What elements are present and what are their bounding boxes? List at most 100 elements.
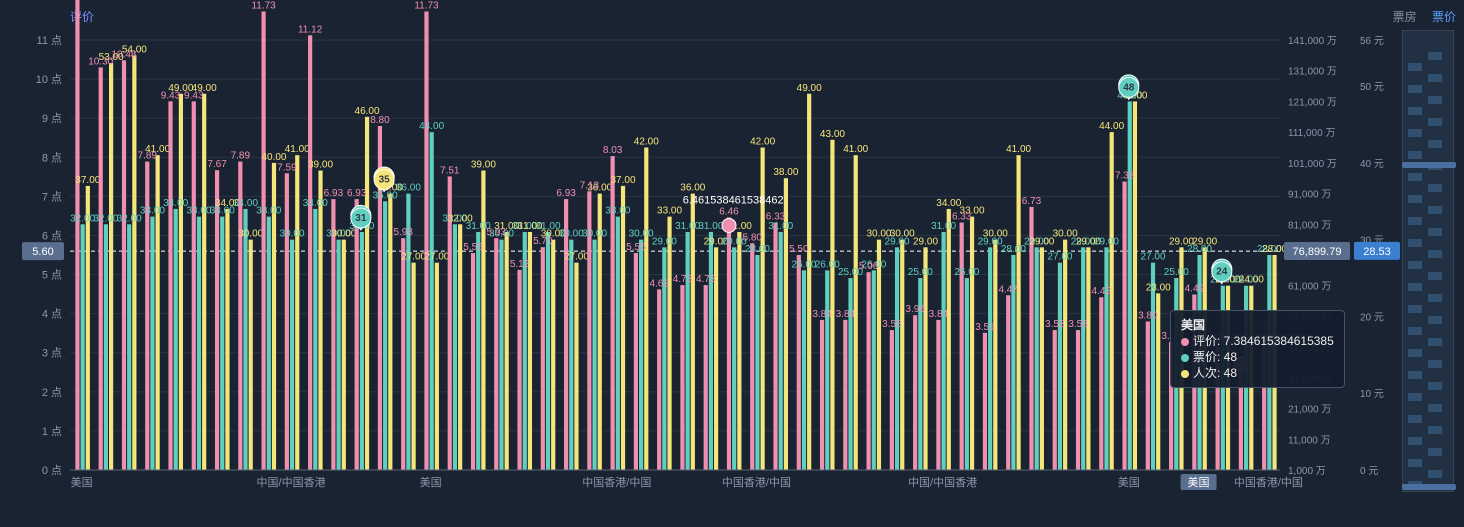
bar-pink[interactable]: [611, 156, 615, 470]
bar-teal[interactable]: [1058, 263, 1062, 470]
bar-pink[interactable]: [1099, 297, 1103, 470]
bar-pink[interactable]: [1006, 295, 1010, 470]
bar-yellow[interactable]: [179, 94, 183, 470]
bar-pink[interactable]: [843, 320, 847, 470]
bar-teal[interactable]: [616, 217, 620, 470]
bar-pink[interactable]: [1239, 356, 1243, 470]
bar-pink[interactable]: [983, 333, 987, 470]
bar-teal[interactable]: [755, 255, 759, 470]
bar-teal[interactable]: [127, 224, 131, 470]
bar-teal[interactable]: [1081, 247, 1085, 470]
bar-teal[interactable]: [848, 278, 852, 470]
bar-teal[interactable]: [1174, 278, 1178, 470]
bar-teal[interactable]: [942, 232, 946, 470]
bar-pink[interactable]: [1146, 321, 1150, 470]
bar-yellow[interactable]: [551, 240, 555, 470]
bar-teal[interactable]: [499, 240, 503, 470]
bar-teal[interactable]: [1035, 247, 1039, 470]
bar-pink[interactable]: [1192, 294, 1196, 470]
bar-teal[interactable]: [825, 270, 829, 470]
tab-boxoffice[interactable]: 票房: [1393, 10, 1417, 24]
bar-pink[interactable]: [1076, 330, 1080, 470]
bar-teal[interactable]: [150, 217, 154, 470]
bar-pink[interactable]: [122, 60, 126, 470]
bar-yellow[interactable]: [1179, 247, 1183, 470]
bar-pink[interactable]: [657, 289, 661, 470]
bar-teal[interactable]: [965, 278, 969, 470]
bar-pink[interactable]: [564, 199, 568, 470]
bar-pink[interactable]: [890, 330, 894, 470]
bar-yellow[interactable]: [644, 148, 648, 471]
bar-yellow[interactable]: [505, 232, 509, 470]
bar-pink[interactable]: [75, 0, 79, 470]
bar-teal[interactable]: [639, 240, 643, 470]
bar-pink[interactable]: [541, 247, 545, 470]
bar-teal[interactable]: [337, 240, 341, 470]
bar-yellow[interactable]: [318, 171, 322, 470]
bar-yellow[interactable]: [458, 224, 462, 470]
bar-yellow[interactable]: [435, 263, 439, 470]
bar-yellow[interactable]: [947, 209, 951, 470]
bar-yellow[interactable]: [830, 140, 834, 470]
bar-pink[interactable]: [285, 173, 289, 470]
bar-yellow[interactable]: [621, 186, 625, 470]
bar-yellow[interactable]: [249, 240, 253, 470]
bar-yellow[interactable]: [1063, 240, 1067, 470]
bar-teal[interactable]: [732, 247, 736, 470]
bar-yellow[interactable]: [109, 63, 113, 470]
bar-yellow[interactable]: [1272, 255, 1276, 470]
bar-yellow[interactable]: [1203, 247, 1207, 470]
bar-yellow[interactable]: [342, 240, 346, 470]
bar-yellow[interactable]: [1133, 101, 1137, 470]
bar-yellow[interactable]: [1040, 247, 1044, 470]
bar-pink[interactable]: [401, 238, 405, 470]
bar-yellow[interactable]: [923, 247, 927, 470]
bar-teal[interactable]: [546, 232, 550, 470]
bar-pink[interactable]: [727, 217, 731, 470]
bar-teal[interactable]: [243, 209, 247, 470]
bar-yellow[interactable]: [1249, 286, 1253, 470]
bar-teal[interactable]: [383, 201, 387, 470]
bar-teal[interactable]: [1128, 101, 1132, 470]
bar-yellow[interactable]: [691, 194, 695, 470]
bar-pink[interactable]: [262, 11, 266, 470]
bar-pink[interactable]: [192, 101, 196, 470]
bar-yellow[interactable]: [1016, 155, 1020, 470]
right-slider-track[interactable]: [1402, 30, 1454, 492]
bar-teal[interactable]: [1267, 255, 1271, 470]
bar-pink[interactable]: [1122, 182, 1126, 470]
bar-pink[interactable]: [168, 101, 172, 470]
bar-pink[interactable]: [634, 253, 638, 470]
bar-teal[interactable]: [1221, 286, 1225, 470]
bar-teal[interactable]: [360, 232, 364, 470]
bar-teal[interactable]: [220, 217, 224, 470]
bar-pink[interactable]: [867, 272, 871, 470]
bar-teal[interactable]: [895, 247, 899, 470]
bar-teal[interactable]: [174, 209, 178, 470]
bar-teal[interactable]: [476, 232, 480, 470]
bar-pink[interactable]: [99, 67, 103, 470]
bar-yellow[interactable]: [411, 263, 415, 470]
slider-handle-top[interactable]: [1402, 162, 1456, 168]
bar-pink[interactable]: [1053, 330, 1057, 470]
bar-teal[interactable]: [1104, 247, 1108, 470]
bar-teal[interactable]: [104, 224, 108, 470]
bar-yellow[interactable]: [574, 263, 578, 470]
slider-handle-bottom[interactable]: [1402, 484, 1456, 490]
bar-teal[interactable]: [709, 232, 713, 470]
bar-teal[interactable]: [802, 270, 806, 470]
bar-yellow[interactable]: [156, 155, 160, 470]
bar-teal[interactable]: [81, 224, 85, 470]
bar-yellow[interactable]: [993, 240, 997, 470]
bar-teal[interactable]: [592, 240, 596, 470]
bar-teal[interactable]: [197, 217, 201, 470]
bar-pink[interactable]: [355, 199, 359, 470]
bar-teal[interactable]: [872, 270, 876, 470]
bar-teal[interactable]: [453, 224, 457, 470]
bar-pink[interactable]: [1216, 341, 1220, 470]
bar-pink[interactable]: [1262, 333, 1266, 470]
bar-yellow[interactable]: [388, 194, 392, 470]
bar-teal[interactable]: [686, 232, 690, 470]
bar-yellow[interactable]: [737, 232, 741, 470]
bar-yellow[interactable]: [900, 240, 904, 470]
